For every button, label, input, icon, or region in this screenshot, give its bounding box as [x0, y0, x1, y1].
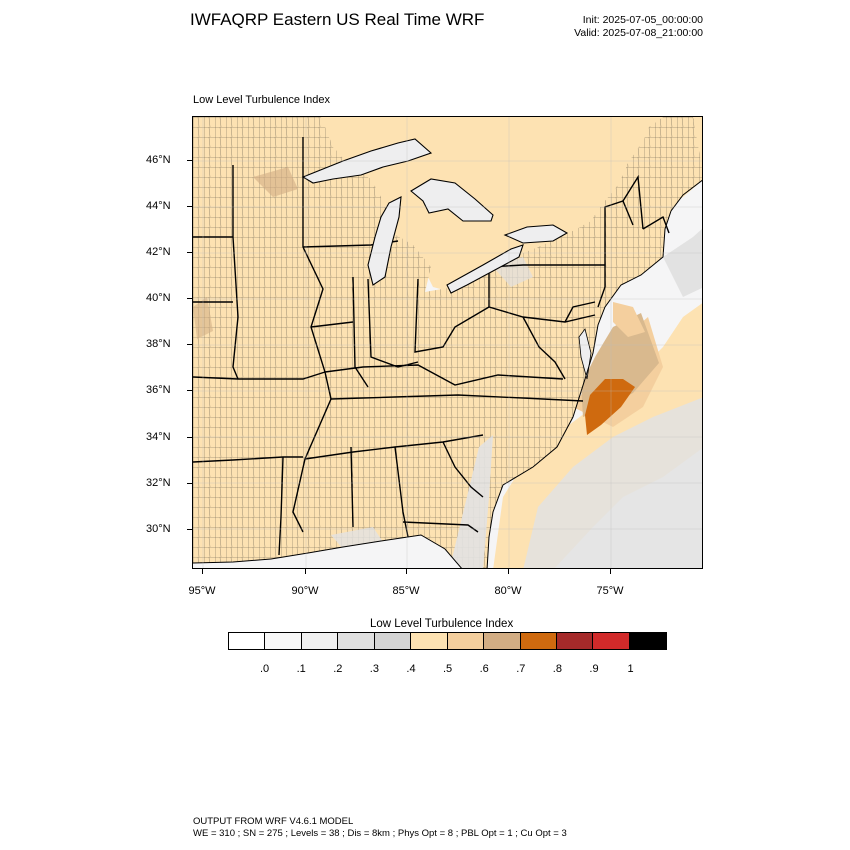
- lat-tick: [187, 483, 192, 484]
- colorbar-swatch-0: [229, 633, 266, 649]
- colorbar-label-0: .0: [260, 663, 270, 675]
- footer-config-line: WE = 310 ; SN = 275 ; Levels = 38 ; Dis …: [193, 828, 567, 839]
- chesapeake-bay: [578, 328, 592, 380]
- colorbar-label-3: .3: [369, 663, 379, 675]
- lat-label-32: 32°N: [146, 477, 171, 489]
- lat-label-30: 30°N: [146, 523, 171, 535]
- gulf-coast: [193, 534, 462, 568]
- panel-title: Low Level Turbulence Index: [193, 94, 330, 106]
- lat-label-46: 46°N: [146, 154, 171, 166]
- colorbar-swatch-10: [593, 633, 630, 649]
- colorbar-label-7: .7: [516, 663, 526, 675]
- lat-label-42: 42°N: [146, 246, 171, 258]
- lon-tick: [202, 569, 203, 574]
- lat-tick: [187, 160, 192, 161]
- lat-tick: [187, 298, 192, 299]
- colorbar-label-1: .1: [296, 663, 306, 675]
- lake-huron: [410, 178, 494, 222]
- lat-tick: [187, 390, 192, 391]
- colorbar-label-5: .5: [443, 663, 453, 675]
- lon-tick: [406, 569, 407, 574]
- lat-label-38: 38°N: [146, 338, 171, 350]
- lon-label-75: 75°W: [596, 585, 624, 597]
- lat-label-34: 34°N: [146, 431, 171, 443]
- lon-label-95: 95°W: [188, 585, 216, 597]
- colorbar-swatch-5: [411, 633, 448, 649]
- lake-ontario: [503, 224, 569, 244]
- colorbar-label-10: 1: [627, 663, 634, 675]
- colorbar-label-4: .4: [406, 663, 416, 675]
- atlantic-coast: [486, 179, 702, 568]
- colorbar-swatch-2: [301, 633, 339, 649]
- colorbar: [228, 632, 668, 650]
- lon-label-85: 85°W: [392, 585, 420, 597]
- lake-erie: [446, 244, 524, 294]
- lat-tick: [187, 437, 192, 438]
- footer-model-line: OUTPUT FROM WRF V4.6.1 MODEL: [193, 816, 354, 827]
- colorbar-swatch-11: [629, 633, 667, 649]
- lon-tick: [610, 569, 611, 574]
- colorbar-label-8: .8: [552, 663, 562, 675]
- valid-time: Valid: 2025-07-08_21:00:00: [574, 27, 703, 39]
- footer: OUTPUT FROM WRF V4.6.1 MODEL WE = 310 ; …: [193, 816, 567, 840]
- colorbar-label-6: .6: [479, 663, 489, 675]
- map-frame: [192, 116, 703, 569]
- colorbar-swatch-1: [265, 633, 302, 649]
- lon-tick: [508, 569, 509, 574]
- colorbar-swatch-3: [338, 633, 375, 649]
- lat-tick: [187, 529, 192, 530]
- main-title: IWFAQRP Eastern US Real Time WRF: [190, 10, 485, 29]
- lon-tick: [305, 569, 306, 574]
- colorbar-swatch-7: [484, 633, 521, 649]
- lat-label-44: 44°N: [146, 200, 171, 212]
- colorbar-label-2: .2: [333, 663, 343, 675]
- colorbar-swatch-4: [374, 633, 412, 649]
- colorbar-swatch-8: [520, 633, 557, 649]
- init-time: Init: 2025-07-05_00:00:00: [582, 14, 703, 26]
- lon-label-90: 90°W: [291, 585, 319, 597]
- lat-tick: [187, 252, 192, 253]
- run-info: Init: 2025-07-05_00:00:00 Valid: 2025-07…: [520, 14, 703, 40]
- state-borders: [193, 137, 670, 556]
- graticule: [193, 117, 702, 568]
- map-svg: [193, 117, 702, 568]
- colorbar-label-9: .9: [589, 663, 599, 675]
- lat-tick: [187, 206, 192, 207]
- colorbar-swatch-9: [556, 633, 594, 649]
- lat-tick: [187, 344, 192, 345]
- colorbar-title: Low Level Turbulence Index: [370, 618, 514, 630]
- lat-label-36: 36°N: [146, 384, 171, 396]
- lon-label-80: 80°W: [494, 585, 522, 597]
- colorbar-swatch-6: [447, 633, 485, 649]
- lat-label-40: 40°N: [146, 292, 171, 304]
